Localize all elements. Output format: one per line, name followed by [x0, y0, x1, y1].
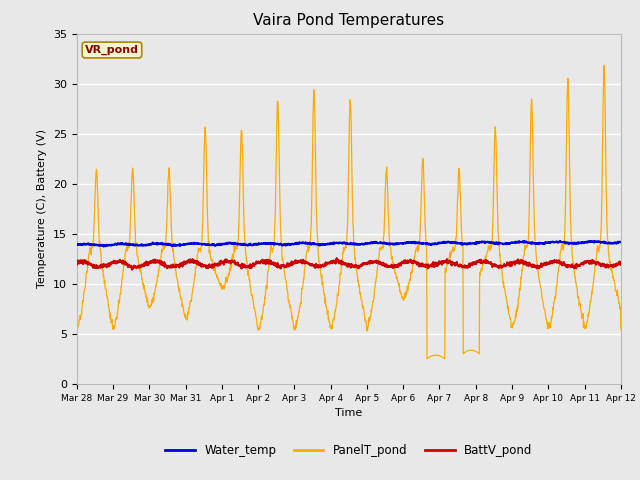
X-axis label: Time: Time	[335, 408, 362, 418]
Legend: Water_temp, PanelT_pond, BattV_pond: Water_temp, PanelT_pond, BattV_pond	[161, 439, 537, 461]
Y-axis label: Temperature (C), Battery (V): Temperature (C), Battery (V)	[37, 129, 47, 288]
Title: Vaira Pond Temperatures: Vaira Pond Temperatures	[253, 13, 444, 28]
Text: VR_pond: VR_pond	[85, 45, 139, 55]
